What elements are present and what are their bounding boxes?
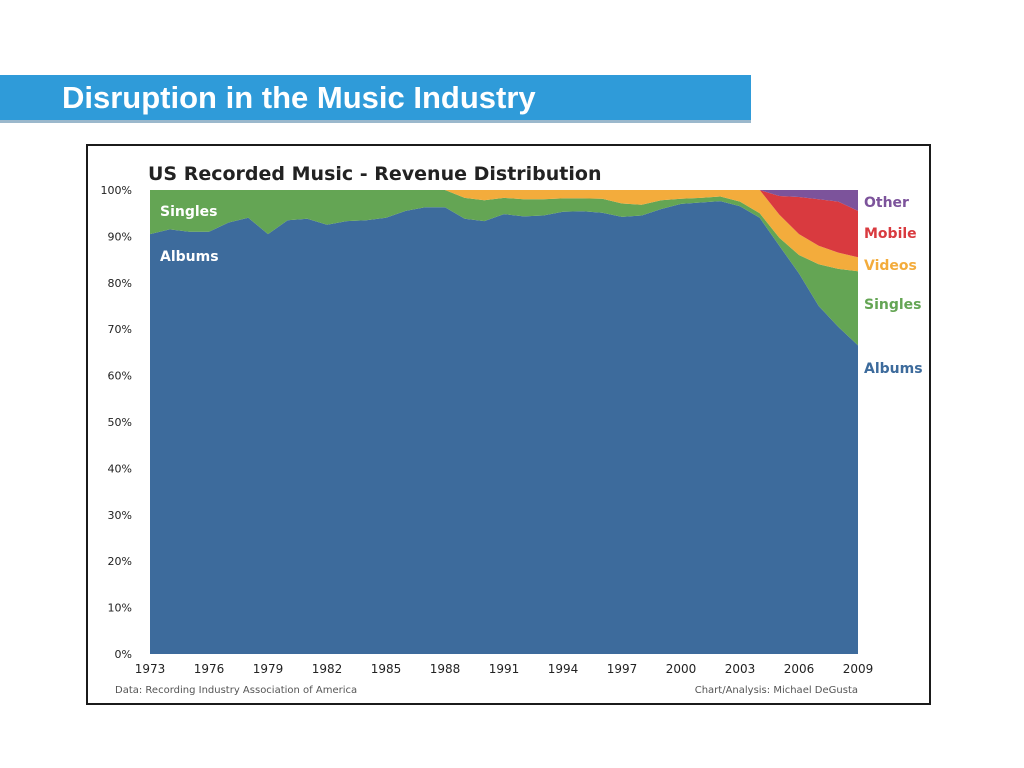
area-other [150,190,858,211]
y-tick-label: 40% [108,462,132,475]
area-albums [150,201,858,654]
legend-singles: Singles [864,297,922,313]
x-axis-ticks: 1973 1976 1979 1982 1985 1988 1991 1994 1997 2000… [135,662,874,676]
in-chart-label-albums: Albums [160,249,219,265]
y-tick-label: 90% [108,230,132,243]
y-tick-label: 20% [108,555,132,568]
y-tick-label: 60% [108,370,132,383]
x-tick-label: 2009 [843,662,874,676]
y-tick-label: 30% [108,509,132,522]
y-tick-label: 70% [108,323,132,336]
x-tick-label: 2003 [725,662,756,676]
y-tick-label: 50% [108,416,132,429]
x-tick-label: 1976 [194,662,225,676]
area-mobile [150,190,858,258]
chart-frame: US Recorded Music - Revenue Distribution… [86,144,931,705]
y-tick-label: 10% [108,602,132,615]
y-tick-label: 0% [115,648,132,661]
legend-albums: Albums [864,361,923,377]
x-tick-label: 1997 [607,662,638,676]
y-tick-label: 80% [108,277,132,290]
y-axis-ticks: 0% 10% 20% 30% 40% 50% 60% 70% 80% 90% 100% [101,184,132,661]
x-tick-label: 1979 [253,662,284,676]
credit-note: Chart/Analysis: Michael DeGusta [695,685,858,696]
legend-videos: Videos [864,258,917,274]
slide-title: Disruption in the Music Industry [62,80,536,115]
legend-other: Other [864,195,909,211]
title-bar [0,75,751,120]
legend: Albums Singles Videos Mobile Other [864,195,923,377]
x-tick-label: 1973 [135,662,166,676]
in-chart-label-singles: Singles [160,204,218,220]
x-tick-label: 1982 [312,662,343,676]
x-tick-label: 1991 [489,662,520,676]
revenue-distribution-chart: US Recorded Music - Revenue Distribution… [101,163,923,696]
x-tick-label: 1988 [430,662,461,676]
chart-title: US Recorded Music - Revenue Distribution [148,163,601,185]
x-tick-label: 1985 [371,662,402,676]
y-tick-label: 100% [101,184,132,197]
source-note: Data: Recording Industry Association of … [115,685,357,696]
area-singles [150,190,858,346]
x-tick-label: 2006 [784,662,815,676]
legend-mobile: Mobile [864,226,917,242]
x-tick-label: 1994 [548,662,579,676]
x-tick-label: 2000 [666,662,697,676]
area-layers [150,190,858,654]
